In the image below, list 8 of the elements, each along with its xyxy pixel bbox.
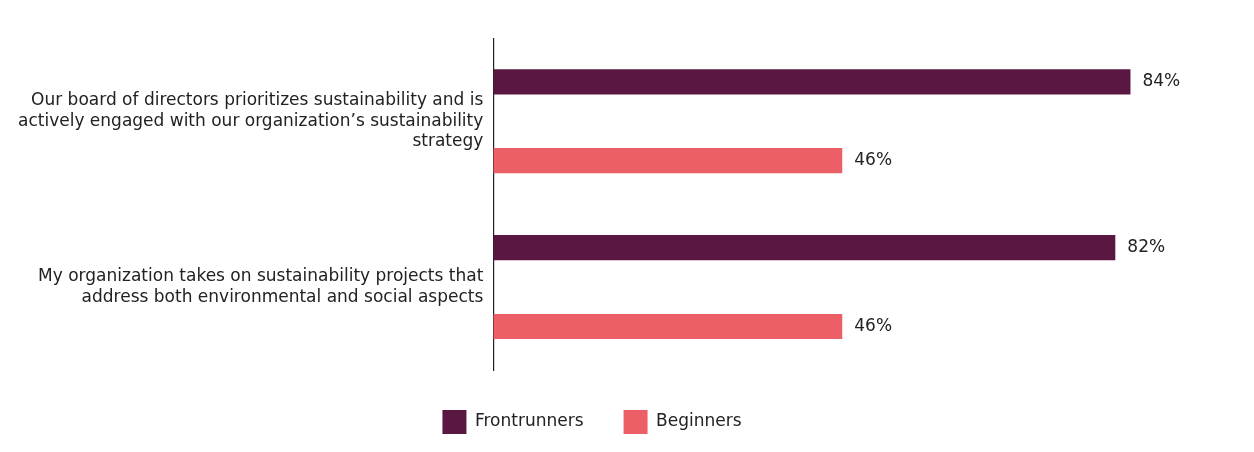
legend-label: Beginners [656, 410, 742, 431]
legend-label: Frontrunners [474, 410, 584, 431]
y-tick-label: Our board of directors prioritizes sustainability and is actively engaged with our organization’s sustainability strategy [18, 89, 484, 151]
y-tick-label: My organization takes on sustainability projects that address both environmental and social aspects [38, 265, 484, 306]
data-label: 46% [854, 314, 893, 335]
data-label: 82% [1127, 236, 1166, 257]
data-label: 84% [1142, 70, 1181, 91]
data-label: 46% [854, 149, 893, 170]
